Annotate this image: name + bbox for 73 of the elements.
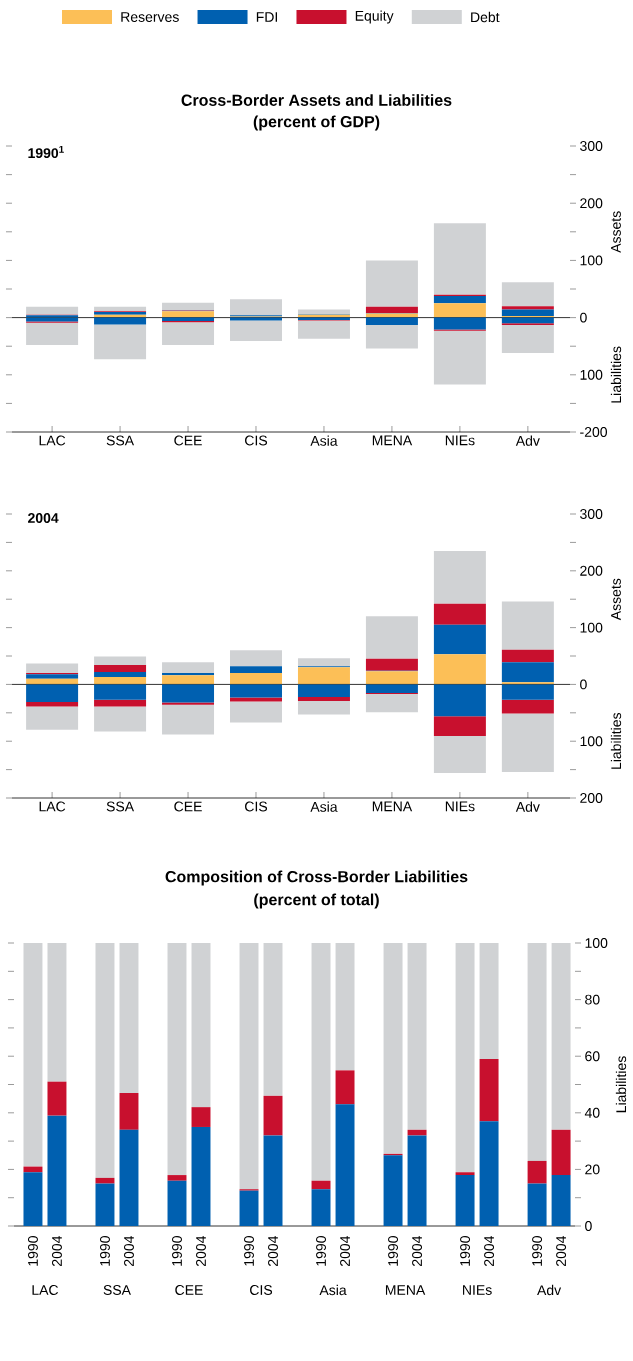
y-tick-label: 300 (580, 141, 603, 151)
x-tick-label: Adv (515, 435, 540, 446)
text: CEE (175, 1285, 203, 1295)
x-tick-label: 1990 (388, 1236, 398, 1266)
x-tick-label: CIS (245, 801, 268, 812)
x-tick-label: LAC (39, 435, 66, 446)
y2-axis-title: Liabilities (610, 712, 622, 769)
x-tick-label: LAC (39, 801, 66, 812)
annotation: 2004 (28, 513, 59, 523)
text: SSA (103, 1285, 131, 1295)
x-tick-label: 2004 (556, 1235, 567, 1266)
y-tick-label: -200 (580, 427, 608, 437)
x-tick-label: 2004 (340, 1235, 350, 1266)
x-tick-label: 1990 (532, 1236, 543, 1266)
text: LAC (32, 1285, 59, 1295)
y-tick-label: 60 (585, 1051, 600, 1062)
y-tick-label: 200 (580, 565, 603, 576)
x-tick-label: 2004 (196, 1235, 206, 1266)
y-tick-label: 100 (580, 736, 603, 747)
x-tick-label: 2004 (484, 1235, 495, 1266)
y-tick-label: 100 (585, 938, 608, 948)
text: Asia (319, 1284, 347, 1296)
x-tick-label: CEE (174, 435, 202, 446)
y-axis-title: Liabilities (615, 1056, 627, 1113)
x-tick-label: 1990 (316, 1236, 326, 1266)
legend-label: Equity (355, 10, 394, 24)
chart-title: Cross-Border Assets and Liabilities (181, 94, 452, 106)
y-tick-label: 300 (580, 509, 603, 519)
text: NIEs (463, 1285, 492, 1295)
y-axis-title: Assets (611, 578, 621, 621)
y-tick-label: 200 (580, 198, 603, 209)
text: MENA (385, 1285, 426, 1295)
x-tick-label: CIS (245, 435, 268, 446)
y-tick-label: 100 (580, 622, 603, 633)
x-tick-label: SSA (106, 435, 135, 446)
y-tick-label: 80 (585, 994, 600, 1005)
x-tick-label: 1990 (460, 1236, 471, 1266)
legend-label: FDI (256, 12, 277, 22)
x-tick-label: 1990 (100, 1236, 110, 1266)
chart-title: Composition of Cross-Border Liabilities (165, 870, 468, 886)
y-tick-label: 0 (580, 679, 587, 690)
y-tick-label: 100 (580, 255, 603, 266)
x-tick-label: NIEs (445, 801, 475, 812)
x-tick-label: Adv (515, 801, 540, 812)
x-tick-label: CEE (174, 801, 202, 812)
chart-subtitle: (percent of GDP) (253, 115, 380, 131)
x-tick-label: SSA (106, 801, 135, 812)
legend-label: Debt (471, 11, 500, 23)
x-tick-label: NIEs (445, 435, 475, 446)
y-tick-label: 20 (585, 1164, 600, 1175)
y-tick-label: 40 (584, 1107, 600, 1118)
x-tick-label: MENA (372, 801, 413, 812)
text: CIS (250, 1285, 273, 1295)
y-tick-label: 0 (580, 312, 587, 323)
x-tick-label: 2004 (412, 1235, 423, 1266)
x-tick-label: 1990 (172, 1236, 182, 1266)
x-tick-label: Asia (310, 435, 338, 446)
y-tick-label: 200 (580, 793, 603, 803)
legend-label: Reserves (121, 12, 179, 22)
x-tick-label: 1990 (244, 1236, 254, 1266)
x-tick-label: Asia (310, 801, 338, 812)
x-tick-label: 2004 (124, 1235, 134, 1266)
x-tick-label: 2004 (268, 1235, 278, 1266)
y-axis-title: Assets (611, 211, 621, 253)
x-tick-label: MENA (372, 435, 413, 446)
y-tick-label: 0 (585, 1221, 592, 1231)
x-tick-label: 2004 (52, 1235, 62, 1266)
chart-subtitle: (percent of total) (254, 893, 379, 909)
x-tick-label: 1990 (28, 1236, 38, 1266)
y2-axis-title: Liabilities (610, 346, 622, 403)
annotation: 1990$^{1}$ (28, 145, 64, 159)
y-tick-label: 100 (580, 369, 603, 380)
text: Adv (537, 1284, 562, 1296)
